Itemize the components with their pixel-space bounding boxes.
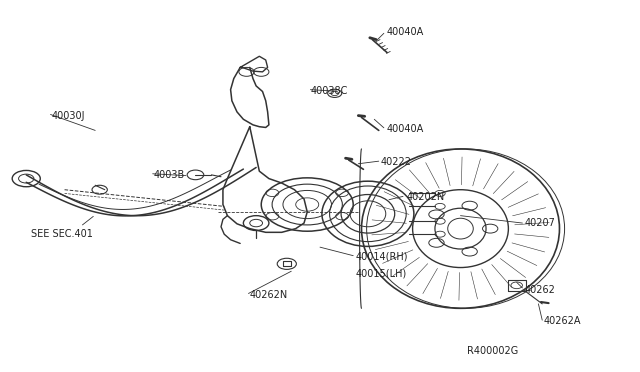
Text: 40038C: 40038C xyxy=(310,87,348,96)
Text: R400002G: R400002G xyxy=(467,346,518,356)
Text: 40207: 40207 xyxy=(524,218,556,228)
Text: 4003B: 4003B xyxy=(154,170,185,180)
Text: 40222: 40222 xyxy=(381,157,412,167)
Text: 40014(RH): 40014(RH) xyxy=(355,251,408,262)
Text: 40262N: 40262N xyxy=(250,290,288,300)
Text: 40262: 40262 xyxy=(524,285,556,295)
Text: 40040A: 40040A xyxy=(387,27,424,37)
Text: 40262A: 40262A xyxy=(543,316,581,326)
Text: 40015(LH): 40015(LH) xyxy=(355,268,406,278)
Text: 40202N: 40202N xyxy=(406,192,444,202)
Text: 40040A: 40040A xyxy=(387,124,424,134)
Text: 40030J: 40030J xyxy=(52,110,85,121)
Text: SEE SEC.401: SEE SEC.401 xyxy=(31,229,93,239)
